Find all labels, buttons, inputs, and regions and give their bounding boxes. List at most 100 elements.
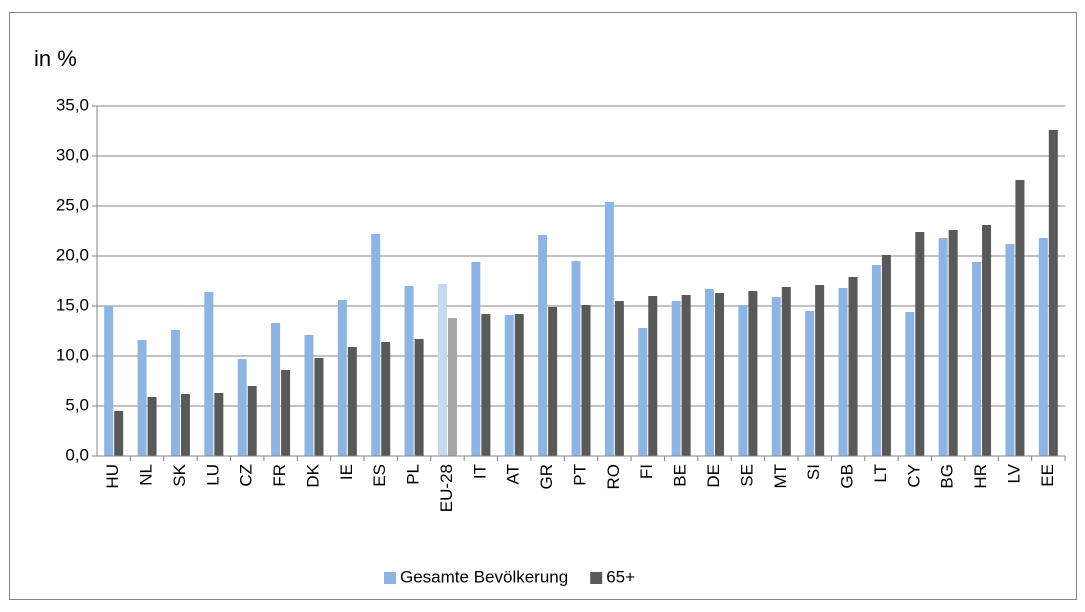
- bar: [271, 323, 281, 456]
- x-tick-label: HU: [103, 464, 122, 489]
- x-tick-label: DK: [303, 463, 322, 487]
- bar: [214, 393, 224, 456]
- bar: [114, 411, 124, 456]
- x-tick-label: FR: [270, 464, 289, 487]
- y-tick-label: 5,0: [65, 395, 89, 414]
- x-tick-label: CY: [904, 464, 923, 488]
- y-tick-label: 30,0: [56, 145, 89, 164]
- bar: [681, 295, 691, 456]
- x-tick-label: EE: [1038, 464, 1057, 487]
- x-tick-label: EU-28: [437, 464, 456, 512]
- bar: [938, 238, 948, 456]
- x-tick-label: MT: [771, 464, 790, 489]
- bar: [447, 318, 457, 456]
- bar: [1015, 180, 1025, 456]
- x-tick-label: GB: [838, 464, 857, 489]
- bar: [748, 291, 758, 456]
- bar: [137, 340, 147, 456]
- bar: [437, 284, 447, 456]
- bar: [705, 289, 715, 456]
- bar: [815, 285, 825, 456]
- x-tick-label: SK: [170, 463, 189, 486]
- bar: [915, 232, 925, 456]
- bar: [237, 359, 247, 456]
- bar: [771, 297, 781, 456]
- x-tick-label: FI: [637, 464, 656, 479]
- bar: [1038, 238, 1048, 456]
- bar: [881, 255, 891, 456]
- y-tick-label: 0,0: [65, 445, 89, 464]
- x-tick-label: IT: [470, 464, 489, 479]
- x-tick-label: LV: [1004, 463, 1023, 483]
- bar: [805, 311, 815, 456]
- y-tick-label: 35,0: [56, 95, 89, 114]
- bar: [1005, 244, 1015, 456]
- x-tick-label: ES: [370, 464, 389, 487]
- bar: [514, 314, 524, 456]
- bar: [504, 315, 514, 456]
- bar: [304, 335, 314, 456]
- x-tick-label: PL: [404, 464, 423, 485]
- bar: [180, 394, 190, 456]
- bar: [614, 301, 624, 456]
- x-tick-label: NL: [137, 464, 156, 486]
- y-tick-label: 25,0: [56, 195, 89, 214]
- legend-swatch: [590, 572, 603, 584]
- bar: [414, 339, 424, 456]
- bar: [147, 397, 157, 456]
- bar: [871, 265, 881, 456]
- bar: [404, 286, 414, 456]
- bar: [905, 312, 915, 456]
- x-tick-label: GR: [537, 464, 556, 490]
- x-tick-label: BG: [938, 464, 957, 489]
- bar: [548, 307, 558, 456]
- x-tick-label: DE: [704, 464, 723, 488]
- bar: [170, 330, 180, 456]
- bar: [781, 287, 791, 456]
- x-tick-label: SE: [737, 464, 756, 487]
- bar: [247, 386, 257, 456]
- legend-label: 65+: [606, 567, 635, 586]
- x-tick-label: CZ: [237, 464, 256, 487]
- bar: [848, 277, 858, 456]
- bar: [104, 306, 114, 456]
- bar: [738, 305, 748, 456]
- bar: [648, 296, 658, 456]
- x-tick-label: IE: [337, 464, 356, 480]
- bar: [972, 262, 982, 456]
- legend-swatch: [384, 572, 396, 584]
- bar: [314, 358, 324, 456]
- bar: [481, 314, 491, 456]
- y-tick-label: 15,0: [56, 295, 89, 314]
- x-tick-label: RO: [604, 464, 623, 490]
- bar: [347, 347, 357, 456]
- y-tick-label: 10,0: [56, 345, 89, 364]
- x-tick-label: BE: [671, 464, 690, 487]
- x-tick-label: HR: [971, 464, 990, 489]
- x-tick-label: LT: [871, 464, 890, 483]
- bar: [604, 202, 614, 456]
- bar: [671, 301, 681, 456]
- bar: [471, 262, 481, 456]
- bar: [538, 235, 548, 456]
- bar: [337, 300, 347, 456]
- bar: [204, 292, 214, 456]
- x-tick-label: PT: [570, 464, 589, 486]
- bar: [371, 234, 381, 456]
- bar: [281, 370, 291, 456]
- x-tick-label: LU: [203, 464, 222, 486]
- bar: [838, 288, 848, 456]
- bar: [1048, 130, 1058, 456]
- legend-label: Gesamte Bevölkerung: [400, 567, 568, 586]
- bar: [638, 328, 648, 456]
- bar: [715, 293, 725, 456]
- y-tick-label: 20,0: [56, 245, 89, 264]
- bar: [581, 305, 591, 456]
- x-tick-label: SI: [804, 464, 823, 480]
- bar: [571, 261, 581, 456]
- y-axis-label: in %: [34, 46, 77, 71]
- x-tick-label: AT: [504, 464, 523, 484]
- bar: [948, 230, 958, 456]
